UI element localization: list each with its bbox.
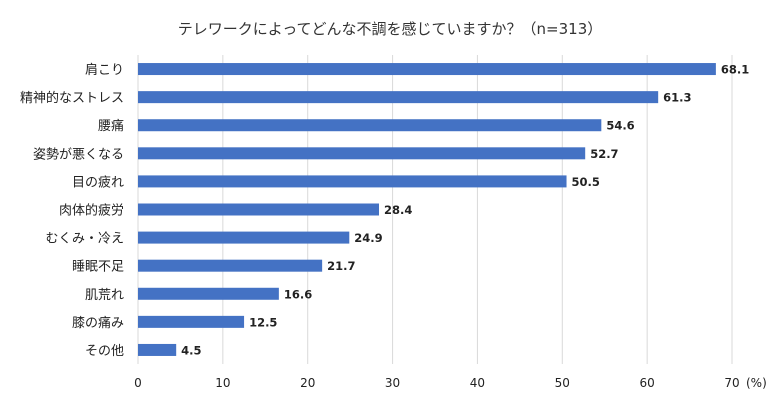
category-label: 肌荒れ xyxy=(85,288,124,303)
category-label: 精神的なストレス xyxy=(20,90,124,106)
chart-title: テレワークによってどんな不調を感じていますか？（n=313） xyxy=(177,20,603,38)
bar xyxy=(138,147,586,160)
category-label: 腰痛 xyxy=(98,118,124,134)
x-tick-label: 40 xyxy=(470,376,485,390)
x-axis-unit: (%) xyxy=(746,376,767,390)
category-label: その他 xyxy=(85,344,124,359)
bar xyxy=(138,175,567,188)
category-label: 姿勢が悪くなる xyxy=(33,146,124,162)
bar xyxy=(138,259,323,272)
value-labels: 68.1 61.3 54.6 52.7 50.5 28.424.9 21.7 16.6 12.5… xyxy=(181,63,749,358)
bars xyxy=(138,63,716,356)
bar xyxy=(138,287,279,300)
category-label: むくみ・冷え xyxy=(45,232,124,247)
bar xyxy=(138,203,379,216)
bar xyxy=(138,63,716,76)
bar xyxy=(138,231,350,244)
x-tick-label: 30 xyxy=(385,376,400,390)
bar xyxy=(138,315,245,328)
value-label: 24.9 xyxy=(354,231,382,245)
x-tick-label: 0 xyxy=(134,376,142,390)
value-label: 21.7 xyxy=(327,259,355,273)
bar xyxy=(138,119,602,132)
x-axis-ticks: 0 10 20 30 40 50 60 70 xyxy=(134,376,739,390)
x-tick-label: 70 xyxy=(724,376,739,390)
category-label: 肩こり xyxy=(85,62,124,78)
value-label: 4.5 xyxy=(181,343,201,357)
category-labels: 肩こり精神的なストレス腰痛姿勢が悪くなる目の疲れ肉体的疲労むくみ・冷え睡眠不足肌… xyxy=(20,62,124,359)
value-label: 12.5 xyxy=(249,315,277,329)
value-label: 61.3 xyxy=(663,91,691,105)
x-tick-label: 50 xyxy=(555,376,570,390)
category-label: 膝の痛み xyxy=(72,315,124,331)
bar xyxy=(138,91,659,104)
value-label: 16.6 xyxy=(284,287,312,301)
category-label: 肉体的疲労 xyxy=(59,203,124,219)
value-label: 54.6 xyxy=(606,119,634,133)
category-label: 睡眠不足 xyxy=(72,260,124,275)
x-tick-label: 10 xyxy=(215,376,230,390)
x-tick-label: 60 xyxy=(640,376,655,390)
x-tick-label: 20 xyxy=(300,376,315,390)
value-label: 50.5 xyxy=(572,175,600,189)
category-label: 目の疲れ xyxy=(72,174,124,190)
value-label: 28.4 xyxy=(384,203,412,217)
bar xyxy=(138,343,177,356)
value-label: 52.7 xyxy=(590,147,618,161)
value-label: 68.1 xyxy=(721,63,749,77)
